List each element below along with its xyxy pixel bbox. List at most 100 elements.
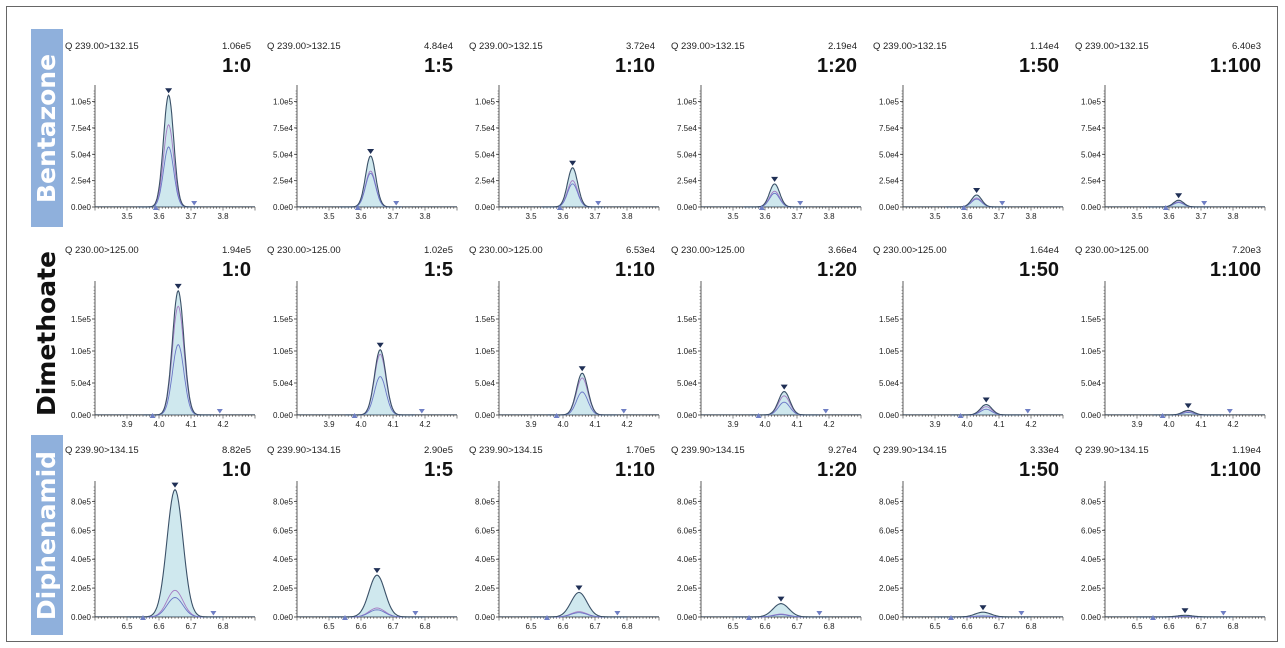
x-tick-label: 3.7 bbox=[387, 212, 399, 221]
dilution-ratio-label: 1:100 bbox=[1210, 259, 1261, 281]
x-tick-label: 4.1 bbox=[1195, 420, 1207, 429]
x-tick-label: 3.7 bbox=[589, 212, 601, 221]
x-tick-label: 4.2 bbox=[217, 420, 229, 429]
transition-label: Q 230.00>125.00 bbox=[671, 245, 745, 256]
integration-end-marker bbox=[216, 409, 223, 414]
x-tick-label: 6.6 bbox=[153, 622, 165, 631]
dilution-ratio-label: 1:5 bbox=[424, 55, 453, 77]
x-tick-label: 3.5 bbox=[121, 212, 133, 221]
y-tick-label: 0.0e0 bbox=[1081, 613, 1102, 622]
y-tick-label: 0.0e0 bbox=[879, 411, 900, 420]
x-tick-label: 3.8 bbox=[1025, 212, 1037, 221]
y-tick-label: 5.0e4 bbox=[71, 379, 92, 388]
x-tick-label: 6.6 bbox=[759, 622, 771, 631]
peak-area bbox=[733, 603, 829, 617]
intensity-label: 2.90e5 bbox=[424, 445, 453, 456]
x-tick-label: 6.8 bbox=[419, 622, 431, 631]
quantifier-trace bbox=[749, 391, 819, 416]
peak-area bbox=[547, 373, 617, 415]
x-tick-label: 3.8 bbox=[621, 212, 633, 221]
x-tick-label: 3.7 bbox=[791, 212, 803, 221]
y-tick-label: 6.0e5 bbox=[273, 526, 294, 535]
intensity-label: 1.94e5 bbox=[222, 245, 251, 256]
x-tick-label: 6.5 bbox=[727, 622, 739, 631]
integration-start-marker bbox=[1150, 615, 1156, 620]
y-tick-label: 4.0e5 bbox=[71, 555, 92, 564]
x-tick-label: 3.6 bbox=[355, 212, 367, 221]
y-tick-label: 1.0e5 bbox=[677, 98, 698, 107]
dilution-ratio-label: 1:20 bbox=[817, 259, 857, 281]
x-tick-label: 4.2 bbox=[823, 420, 835, 429]
dilution-ratio-label: 1:20 bbox=[817, 55, 857, 77]
y-tick-label: 1.5e5 bbox=[1081, 315, 1102, 324]
integration-start-marker bbox=[342, 615, 348, 620]
y-tick-label: 2.0e5 bbox=[273, 584, 294, 593]
y-tick-label: 8.0e5 bbox=[1081, 497, 1102, 506]
y-tick-label: 0.0e0 bbox=[475, 203, 496, 212]
transition-label: Q 239.00>132.15 bbox=[671, 41, 745, 52]
y-tick-label: 2.5e4 bbox=[1081, 177, 1102, 186]
integration-start-marker bbox=[553, 413, 560, 418]
y-tick-label: 7.5e4 bbox=[879, 124, 900, 133]
transition-label: Q 239.00>132.15 bbox=[1075, 41, 1149, 52]
integration-end-marker bbox=[1226, 409, 1233, 414]
integration-start-marker bbox=[758, 205, 765, 210]
y-tick-label: 1.0e5 bbox=[1081, 98, 1102, 107]
integration-start-marker bbox=[354, 205, 361, 210]
y-tick-label: 4.0e5 bbox=[273, 555, 294, 564]
integration-start-marker bbox=[149, 413, 156, 418]
x-tick-label: 6.8 bbox=[621, 622, 633, 631]
x-tick-label: 3.6 bbox=[1163, 212, 1175, 221]
transition-label: Q 230.00>125.00 bbox=[267, 245, 341, 256]
x-tick-label: 6.7 bbox=[589, 622, 601, 631]
chromatogram-panel: Q 239.90>134.15 3.33e4 1:50 0.0e0 2.0e5 4.0e5… bbox=[873, 445, 1064, 631]
peak-area bbox=[749, 391, 819, 415]
y-tick-label: 1.0e5 bbox=[879, 347, 900, 356]
transition-label: Q 230.00>125.00 bbox=[873, 245, 947, 256]
peak-area bbox=[329, 575, 425, 617]
peak-area bbox=[951, 404, 1021, 415]
y-tick-label: 8.0e5 bbox=[677, 497, 698, 506]
x-tick-label: 4.0 bbox=[759, 420, 771, 429]
intensity-label: 8.82e5 bbox=[222, 445, 251, 456]
y-tick-label: 0.0e0 bbox=[71, 411, 92, 420]
x-tick-label: 3.7 bbox=[1195, 212, 1207, 221]
x-tick-label: 3.6 bbox=[557, 212, 569, 221]
apex-marker bbox=[575, 585, 583, 591]
chromatogram-panel: Q 239.00>132.15 2.19e4 1:20 0.0e0 2.5e4 5.0e4… bbox=[671, 41, 862, 221]
x-tick-label: 6.7 bbox=[1195, 622, 1207, 631]
x-tick-label: 6.6 bbox=[355, 622, 367, 631]
integration-start-marker bbox=[755, 413, 762, 418]
chromatogram-panel: Q 239.00>132.15 4.84e4 1:5 0.0e0 2.5e4 5.0e4 7… bbox=[267, 41, 458, 221]
x-tick-label: 4.1 bbox=[993, 420, 1005, 429]
dilution-ratio-label: 1:50 bbox=[1019, 55, 1059, 77]
peak-area bbox=[1147, 200, 1210, 207]
chromatogram-panel: Q 230.00>125.00 1.02e5 1:5 0.0e0 5.0e4 1.0e5 1… bbox=[267, 245, 458, 429]
dilution-ratio-label: 1:10 bbox=[615, 259, 655, 281]
y-tick-label: 0.0e0 bbox=[71, 613, 92, 622]
quantifier-trace bbox=[1153, 409, 1223, 416]
x-tick-label: 6.6 bbox=[557, 622, 569, 631]
y-tick-label: 2.0e5 bbox=[1081, 584, 1102, 593]
dilution-ratio-label: 1:10 bbox=[615, 459, 655, 481]
chromatogram-panel: Q 230.00>125.00 1.64e4 1:50 0.0e0 5.0e4 1.0e5… bbox=[873, 245, 1064, 429]
y-tick-label: 0.0e0 bbox=[1081, 203, 1102, 212]
y-tick-label: 0.0e0 bbox=[677, 203, 698, 212]
x-tick-label: 4.2 bbox=[419, 420, 431, 429]
x-tick-label: 6.7 bbox=[791, 622, 803, 631]
y-tick-label: 6.0e5 bbox=[475, 526, 496, 535]
apex-marker bbox=[373, 568, 381, 574]
y-tick-label: 2.5e4 bbox=[677, 177, 698, 186]
compound-label-diphenamid: Diphenamid bbox=[31, 435, 63, 635]
apex-marker bbox=[165, 88, 173, 94]
integration-start-marker bbox=[746, 615, 752, 620]
y-tick-label: 5.0e4 bbox=[677, 379, 698, 388]
y-tick-label: 2.0e5 bbox=[475, 584, 496, 593]
x-tick-label: 6.6 bbox=[1163, 622, 1175, 631]
peak-area bbox=[339, 156, 402, 207]
quantifier-trace bbox=[1147, 199, 1210, 208]
apex-marker bbox=[1175, 193, 1183, 199]
integration-end-marker bbox=[418, 409, 425, 414]
x-tick-label: 3.8 bbox=[1227, 212, 1239, 221]
y-tick-label: 1.5e5 bbox=[71, 315, 92, 324]
